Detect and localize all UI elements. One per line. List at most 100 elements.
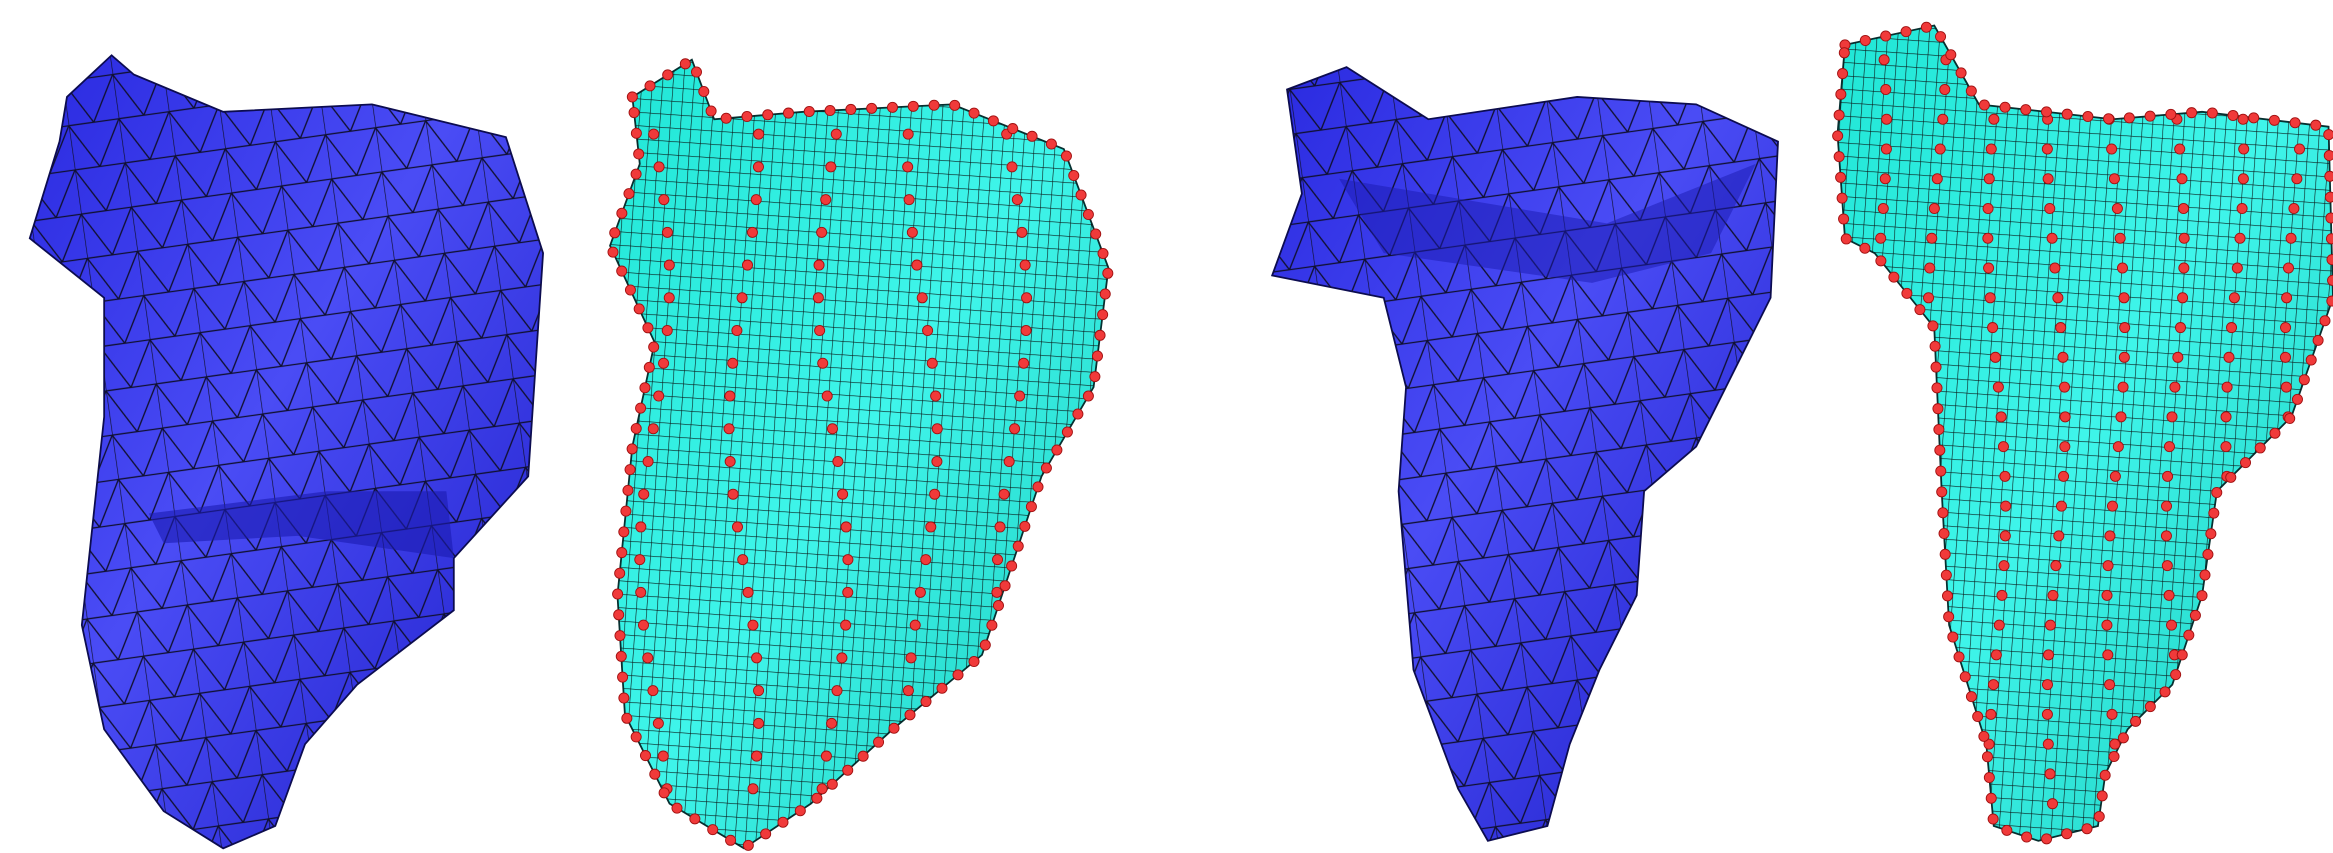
control-point	[825, 105, 835, 115]
control-point	[1937, 487, 1947, 497]
control-point	[1876, 233, 1886, 243]
control-point	[634, 149, 644, 159]
control-point	[2105, 680, 2115, 690]
control-point	[636, 522, 646, 532]
control-point	[2053, 293, 2063, 303]
control-point	[2166, 109, 2176, 119]
control-point	[2097, 791, 2107, 801]
control-point	[2313, 335, 2323, 345]
control-point	[724, 424, 734, 434]
control-point	[752, 653, 762, 663]
control-point	[827, 779, 837, 789]
control-point	[2056, 501, 2066, 511]
control-point	[827, 718, 837, 728]
control-point	[814, 260, 824, 270]
control-point	[1930, 341, 1940, 351]
control-point	[987, 620, 997, 630]
control-point	[654, 391, 664, 401]
control-point	[728, 489, 738, 499]
control-point	[2043, 650, 2053, 660]
page: (() => { const svg = document.getElement…	[0, 0, 2333, 853]
control-point	[821, 751, 831, 761]
control-point	[1979, 100, 1989, 110]
control-point	[2238, 174, 2248, 184]
control-point	[2145, 111, 2155, 121]
control-point	[923, 325, 933, 335]
control-point	[640, 383, 650, 393]
control-point	[1994, 620, 2004, 630]
control-point	[2239, 144, 2249, 154]
control-point	[2249, 113, 2259, 123]
control-point	[2104, 114, 2114, 124]
control-point	[1022, 293, 1032, 303]
control-point	[1881, 84, 1891, 94]
control-point	[614, 610, 624, 620]
control-point	[1960, 672, 1970, 682]
control-point	[2119, 293, 2129, 303]
quad-mesh-right	[1838, 26, 2333, 841]
control-point	[932, 456, 942, 466]
control-point	[926, 522, 936, 532]
control-point	[1902, 288, 1912, 298]
control-point	[1020, 260, 1030, 270]
control-point	[1027, 131, 1037, 141]
control-point	[1837, 193, 1847, 203]
control-point	[1932, 174, 1942, 184]
control-point	[2221, 442, 2231, 452]
control-point	[732, 325, 742, 335]
control-point	[2162, 561, 2172, 571]
control-point	[1986, 709, 1996, 719]
control-point	[699, 86, 709, 96]
control-point	[1984, 263, 1994, 273]
control-point	[843, 587, 853, 597]
control-point	[2042, 709, 2052, 719]
control-point	[2173, 352, 2183, 362]
control-point	[795, 806, 805, 816]
control-point	[1012, 195, 1022, 205]
control-point	[2327, 255, 2333, 265]
control-point	[659, 195, 669, 205]
control-point	[629, 107, 639, 117]
control-point	[992, 587, 1002, 597]
control-point	[1010, 424, 1020, 434]
control-point	[2184, 630, 2194, 640]
control-point	[1935, 32, 1945, 42]
control-point	[1942, 591, 1952, 601]
control-point	[627, 92, 637, 102]
control-point	[821, 195, 831, 205]
control-point	[2327, 296, 2333, 306]
control-point	[831, 129, 841, 139]
control-point	[905, 710, 915, 720]
control-point	[1996, 412, 2006, 422]
control-point	[1944, 612, 1954, 622]
control-point	[1876, 256, 1886, 266]
control-point	[921, 696, 931, 706]
control-point	[1008, 124, 1018, 134]
control-point	[1019, 358, 1029, 368]
control-point	[643, 323, 653, 333]
control-point	[708, 825, 718, 835]
control-point	[889, 723, 899, 733]
control-point	[2116, 412, 2126, 422]
control-point	[2212, 487, 2222, 497]
control-point	[910, 620, 920, 630]
control-point	[1991, 650, 2001, 660]
control-point	[2326, 234, 2333, 244]
control-point	[2107, 501, 2117, 511]
control-point	[2001, 501, 2011, 511]
control-point	[1889, 272, 1899, 282]
control-point	[2060, 442, 2070, 452]
control-point	[937, 683, 947, 693]
control-point	[2062, 109, 2072, 119]
control-point	[1100, 289, 1110, 299]
control-point	[907, 227, 917, 237]
control-point	[1999, 561, 2009, 571]
control-point	[738, 555, 748, 565]
control-point	[1880, 174, 1890, 184]
control-point	[1983, 203, 1993, 213]
control-point	[817, 227, 827, 237]
control-point	[1973, 711, 1983, 721]
control-point	[2255, 443, 2265, 453]
control-point	[1879, 55, 1889, 65]
control-point	[625, 285, 635, 295]
